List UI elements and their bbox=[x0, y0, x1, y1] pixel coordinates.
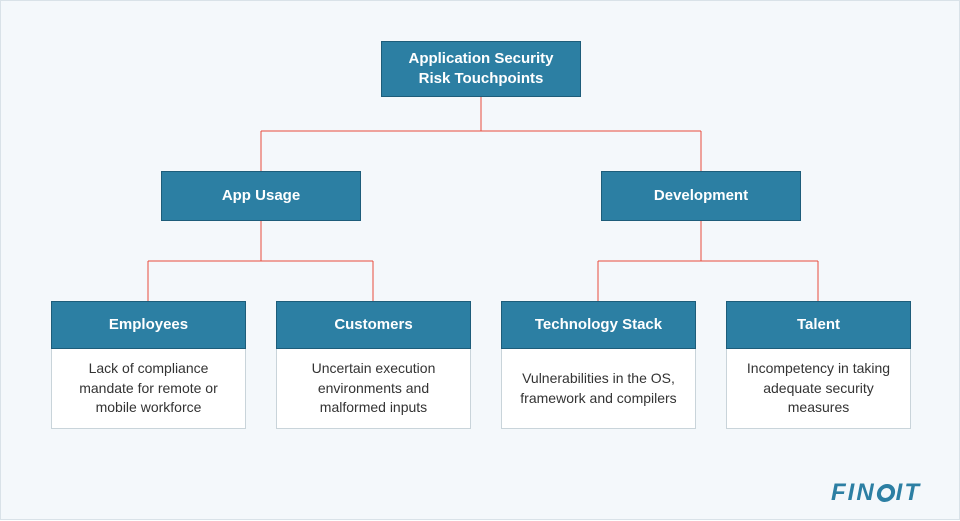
desc-text: Uncertain execution environments and mal… bbox=[287, 359, 460, 418]
node-root: Application Security Risk Touchpoints bbox=[381, 41, 581, 97]
desc-talent: Incompetency in taking adequate security… bbox=[726, 349, 911, 429]
desc-employees: Lack of compliance mandate for remote or… bbox=[51, 349, 246, 429]
desc-text: Incompetency in taking adequate security… bbox=[737, 359, 900, 418]
brand-logo: FIN IT bbox=[831, 479, 921, 507]
logo-dot-icon bbox=[875, 484, 896, 502]
node-label: Development bbox=[654, 186, 748, 206]
diagram-canvas: Application Security Risk Touchpoints Ap… bbox=[0, 0, 960, 520]
node-label: Talent bbox=[797, 315, 840, 335]
logo-text-before: FIN bbox=[831, 479, 876, 507]
desc-text: Vulnerabilities in the OS, framework and… bbox=[512, 369, 685, 408]
node-label: Customers bbox=[334, 315, 412, 335]
node-label: Technology Stack bbox=[535, 315, 662, 335]
node-technology-stack: Technology Stack bbox=[501, 301, 696, 349]
node-label: App Usage bbox=[222, 186, 300, 206]
node-talent: Talent bbox=[726, 301, 911, 349]
node-label: Employees bbox=[109, 315, 188, 335]
node-label: Application Security Risk Touchpoints bbox=[392, 49, 570, 90]
node-development: Development bbox=[601, 171, 801, 221]
desc-text: Lack of compliance mandate for remote or… bbox=[62, 359, 235, 418]
node-employees: Employees bbox=[51, 301, 246, 349]
node-app-usage: App Usage bbox=[161, 171, 361, 221]
logo-text-after: IT bbox=[896, 479, 921, 507]
node-customers: Customers bbox=[276, 301, 471, 349]
desc-technology-stack: Vulnerabilities in the OS, framework and… bbox=[501, 349, 696, 429]
desc-customers: Uncertain execution environments and mal… bbox=[276, 349, 471, 429]
